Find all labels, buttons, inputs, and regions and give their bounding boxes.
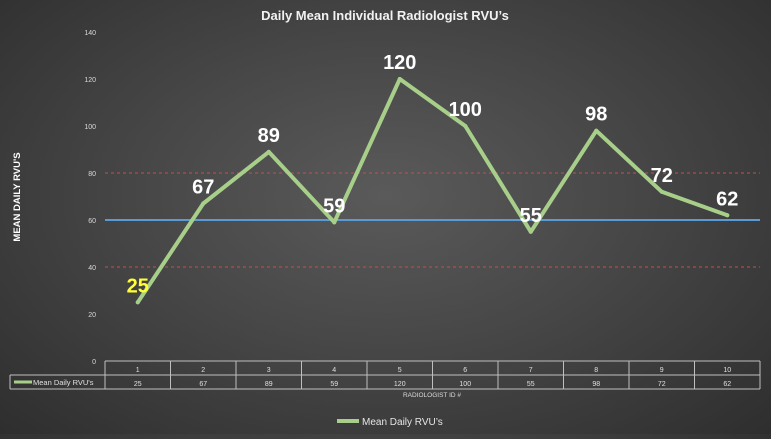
table-value-cell: 55 xyxy=(527,381,535,388)
data-point xyxy=(463,124,468,128)
x-tick-label: 3 xyxy=(267,367,271,374)
data-point xyxy=(135,300,140,305)
data-point xyxy=(201,201,206,206)
x-axis-label: RADIOLOGIST ID # xyxy=(403,392,461,399)
data-point xyxy=(594,128,599,133)
x-tick-label: 4 xyxy=(332,367,336,374)
data-label: 25 xyxy=(127,275,149,297)
x-tick-label: 1 xyxy=(136,367,140,374)
data-label: 62 xyxy=(716,188,738,210)
table-value-cell: 62 xyxy=(723,381,731,388)
data-label: 59 xyxy=(323,195,345,217)
data-point xyxy=(397,77,402,81)
data-point xyxy=(659,189,664,194)
x-tick-label: 2 xyxy=(201,367,205,374)
y-axis-label: MEAN DAILY RVU'S xyxy=(12,152,23,241)
y-tick-label: 0 xyxy=(92,359,96,366)
y-tick-label: 100 xyxy=(84,124,96,131)
data-label: 67 xyxy=(192,177,214,199)
data-label: 98 xyxy=(585,104,607,126)
y-tick-label: 40 xyxy=(88,265,96,272)
table-value-cell: 72 xyxy=(658,381,666,388)
table-value-cell: 59 xyxy=(330,381,338,388)
legend: Mean Daily RVU’s xyxy=(337,417,443,428)
x-tick-label: 10 xyxy=(723,367,731,374)
table-value-cell: 100 xyxy=(459,381,471,388)
table-value-cell: 120 xyxy=(394,381,406,388)
chart-title: Daily Mean Individual Radiologist RVU’s xyxy=(261,8,509,23)
y-tick-label: 140 xyxy=(84,30,96,37)
y-tick-label: 20 xyxy=(88,312,96,319)
table-value-cell: 25 xyxy=(134,381,142,388)
x-tick-label: 9 xyxy=(660,367,664,374)
y-tick-label: 60 xyxy=(88,218,96,225)
data-label: 72 xyxy=(651,165,673,187)
data-point xyxy=(332,220,337,225)
x-tick-label: 8 xyxy=(594,367,598,374)
data-label: 120 xyxy=(383,52,416,74)
data-point xyxy=(528,229,533,234)
x-tick-label: 6 xyxy=(463,367,467,374)
x-tick-label: 7 xyxy=(529,367,533,374)
y-tick-label: 120 xyxy=(84,77,96,84)
data-point xyxy=(725,213,730,218)
data-label: 55 xyxy=(520,205,542,227)
table-series-label: Mean Daily RVU's xyxy=(33,378,94,387)
data-point xyxy=(266,149,271,154)
table-value-cell: 67 xyxy=(199,381,207,388)
data-label: 89 xyxy=(258,125,280,147)
table-value-cell: 98 xyxy=(592,381,600,388)
data-label: 100 xyxy=(449,99,482,121)
series-line xyxy=(135,77,730,305)
table-value-cell: 89 xyxy=(265,381,273,388)
x-tick-label: 5 xyxy=(398,367,402,374)
legend-label: Mean Daily RVU’s xyxy=(362,417,443,428)
y-tick-label: 80 xyxy=(88,171,96,178)
